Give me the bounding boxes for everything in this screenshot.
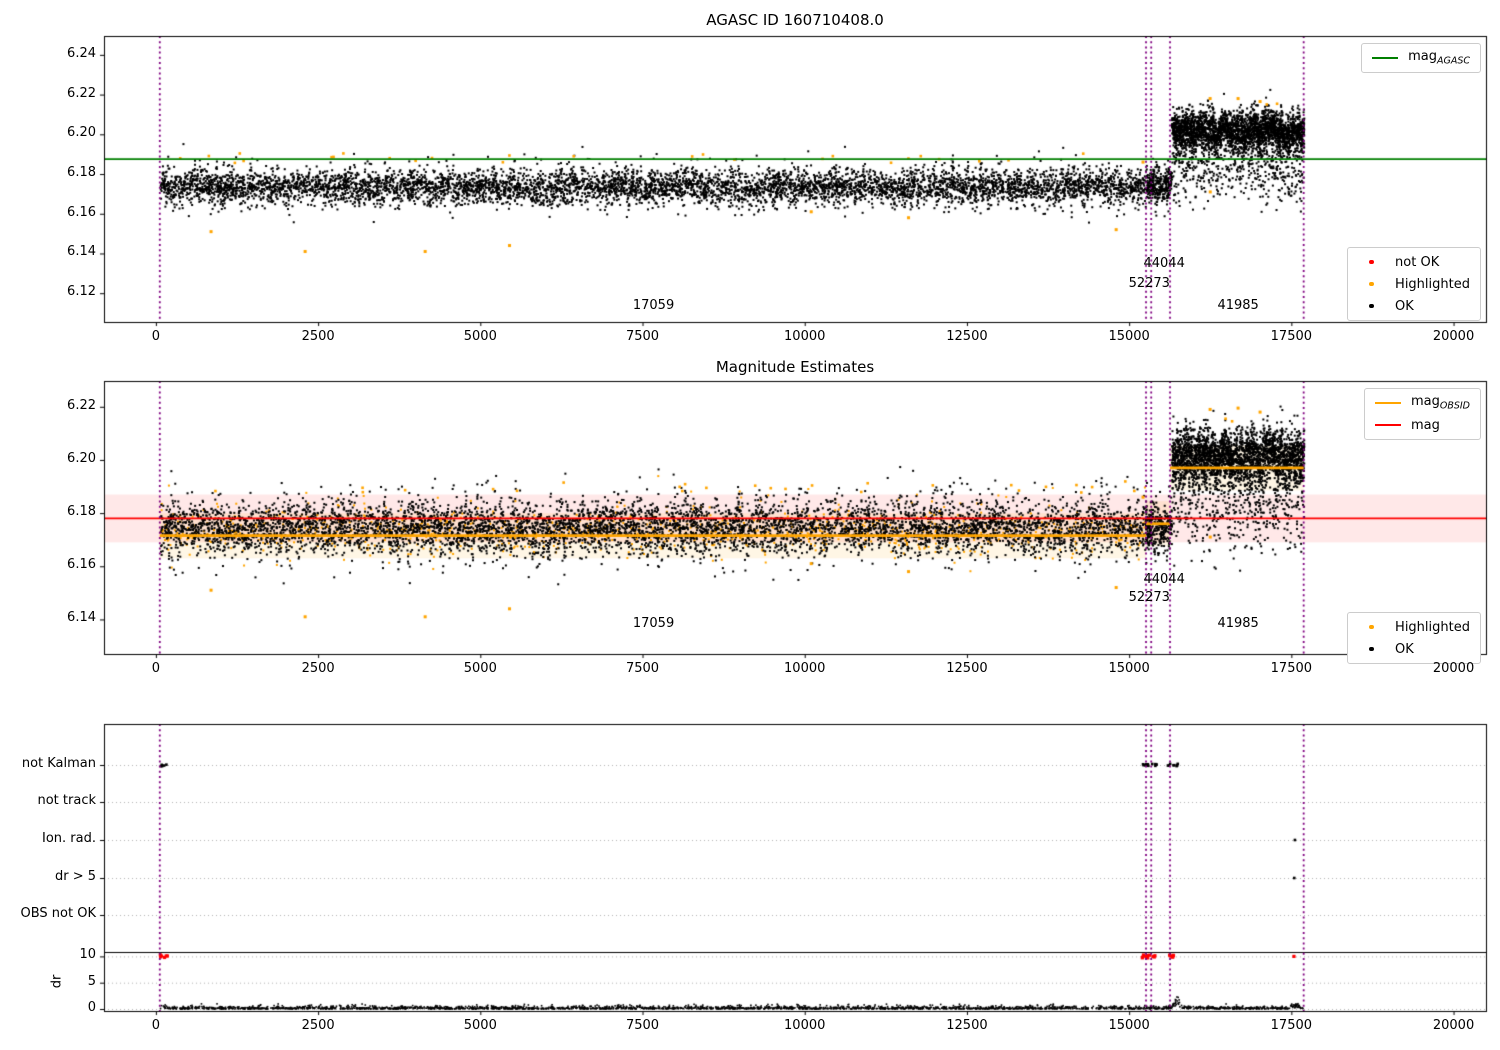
x-tick-label: 17500 bbox=[1270, 329, 1313, 344]
y-tick-label: 6.20 bbox=[67, 450, 96, 466]
green-line-swatch bbox=[1372, 56, 1399, 60]
legend-label-ok: OK bbox=[1395, 298, 1414, 314]
obsid-annotation: 52273 bbox=[1128, 276, 1170, 292]
y-tick-label: 6.14 bbox=[67, 610, 96, 626]
x-tick-label: 5000 bbox=[463, 661, 497, 676]
y-tick-label: 6.14 bbox=[67, 244, 96, 260]
obsid-annotation: 41985 bbox=[1217, 615, 1259, 631]
plot2-legend-status: Highlighted OK bbox=[1347, 612, 1481, 664]
legend-item-mag-obsid: magOBSID bbox=[1374, 394, 1470, 412]
legend-label-highlighted: Highlighted bbox=[1395, 276, 1470, 292]
legend-item-not-ok: not OK bbox=[1358, 253, 1470, 271]
x-tick-label: 0 bbox=[151, 1018, 161, 1033]
plot1-title: AGASC ID 160710408.0 bbox=[706, 11, 884, 29]
flag-row-label: OBS not OK bbox=[20, 906, 97, 921]
x-tick-label: 5000 bbox=[463, 1018, 497, 1033]
x-tick-label: 7500 bbox=[625, 1018, 660, 1033]
y-tick-label: 6.16 bbox=[67, 204, 96, 220]
legend-item-ok: OK bbox=[1358, 297, 1470, 315]
plot2-title: Magnitude Estimates bbox=[715, 358, 875, 376]
obsid-annotation: 41985 bbox=[1217, 298, 1259, 314]
black-dot-swatch bbox=[1369, 303, 1375, 309]
x-tick-label: 10000 bbox=[784, 329, 826, 344]
orange-dot-swatch bbox=[1369, 281, 1375, 287]
orange-dot-swatch bbox=[1369, 624, 1375, 630]
black-dot-swatch bbox=[1369, 646, 1375, 652]
x-tick-label: 2500 bbox=[301, 1018, 335, 1033]
red-dot-swatch bbox=[1369, 259, 1375, 265]
dr-tick-label: 0 bbox=[87, 1000, 96, 1015]
obsid-annotation: 17059 bbox=[632, 615, 675, 631]
x-tick-label: 20000 bbox=[1432, 1018, 1475, 1033]
plot1-legend-mag-agasc: magAGASC bbox=[1361, 43, 1481, 73]
x-tick-label: 10000 bbox=[784, 1018, 826, 1033]
legend-item-mag: mag bbox=[1374, 416, 1470, 434]
y-tick-label: 6.22 bbox=[67, 397, 96, 413]
x-tick-label: 5000 bbox=[463, 329, 497, 344]
obsid-annotation: 17059 bbox=[632, 298, 675, 314]
flag-row-label: Ion. rad. bbox=[42, 831, 96, 846]
y-tick-label: 6.18 bbox=[67, 504, 96, 520]
x-tick-label: 12500 bbox=[946, 661, 988, 676]
legend-label-mag: mag bbox=[1410, 417, 1440, 433]
legend-label-mag-agasc: magAGASC bbox=[1408, 49, 1470, 67]
x-tick-label: 12500 bbox=[946, 1018, 988, 1033]
x-tick-label: 17500 bbox=[1270, 1018, 1313, 1033]
legend-label-ok-2: OK bbox=[1395, 641, 1414, 657]
legend-label-highlighted-2: Highlighted bbox=[1395, 619, 1470, 635]
flag-row-label: not Kalman bbox=[21, 756, 96, 771]
legend-label-mag-obsid: magOBSID bbox=[1410, 394, 1470, 412]
x-tick-label: 0 bbox=[151, 329, 161, 344]
red-line-swatch bbox=[1374, 423, 1401, 427]
legend-item-highlighted-2: Highlighted bbox=[1358, 618, 1470, 636]
x-tick-label: 15000 bbox=[1108, 1018, 1150, 1033]
legend-item-ok-2: OK bbox=[1358, 640, 1470, 658]
flag-row-label: not track bbox=[37, 793, 96, 808]
legend-item-mag-agasc: magAGASC bbox=[1372, 49, 1470, 67]
y-tick-label: 6.22 bbox=[67, 85, 96, 101]
x-tick-label: 2500 bbox=[301, 329, 335, 344]
x-tick-label: 12500 bbox=[946, 329, 988, 344]
x-tick-label: 15000 bbox=[1108, 329, 1150, 344]
legend-item-highlighted: Highlighted bbox=[1358, 275, 1470, 293]
obsid-annotation: 52273 bbox=[1128, 590, 1170, 606]
dr-tick-label: 5 bbox=[87, 973, 96, 989]
plot2-legend-lines: magOBSID mag bbox=[1363, 388, 1481, 440]
x-tick-label: 17500 bbox=[1270, 661, 1313, 676]
x-tick-label: 2500 bbox=[301, 661, 335, 676]
y-tick-label: 6.12 bbox=[67, 284, 96, 300]
x-tick-label: 20000 bbox=[1432, 661, 1475, 676]
y-tick-label: 6.16 bbox=[67, 557, 96, 573]
y-tick-label: 6.24 bbox=[67, 45, 96, 61]
x-tick-label: 10000 bbox=[784, 661, 826, 676]
y-tick-label: 6.20 bbox=[67, 125, 96, 141]
x-tick-label: 0 bbox=[151, 661, 161, 676]
obsid-annotation: 44044 bbox=[1143, 572, 1185, 588]
orange-line-swatch bbox=[1374, 401, 1401, 405]
flag-row-label: dr > 5 bbox=[54, 869, 96, 884]
x-tick-label: 15000 bbox=[1108, 661, 1150, 676]
x-tick-label: 7500 bbox=[625, 661, 660, 676]
legend-label-not-ok: not OK bbox=[1395, 254, 1440, 270]
x-tick-label: 7500 bbox=[625, 329, 660, 344]
x-tick-label: 20000 bbox=[1432, 329, 1475, 344]
dr-tick-label: 10 bbox=[79, 947, 96, 963]
y-tick-label: 6.18 bbox=[67, 165, 96, 181]
obsid-annotation: 44044 bbox=[1143, 256, 1185, 272]
plot1-legend-status: not OK Highlighted OK bbox=[1347, 247, 1481, 321]
